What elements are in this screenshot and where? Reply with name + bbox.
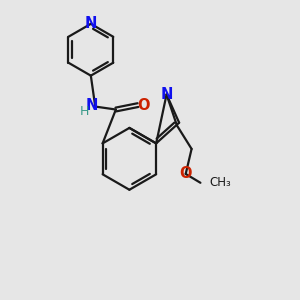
- Text: O: O: [179, 167, 192, 182]
- Text: CH₃: CH₃: [209, 176, 231, 189]
- Text: O: O: [137, 98, 149, 112]
- Text: N: N: [85, 16, 97, 31]
- Text: N: N: [160, 87, 173, 102]
- Text: N: N: [85, 98, 98, 113]
- Text: H: H: [80, 105, 89, 119]
